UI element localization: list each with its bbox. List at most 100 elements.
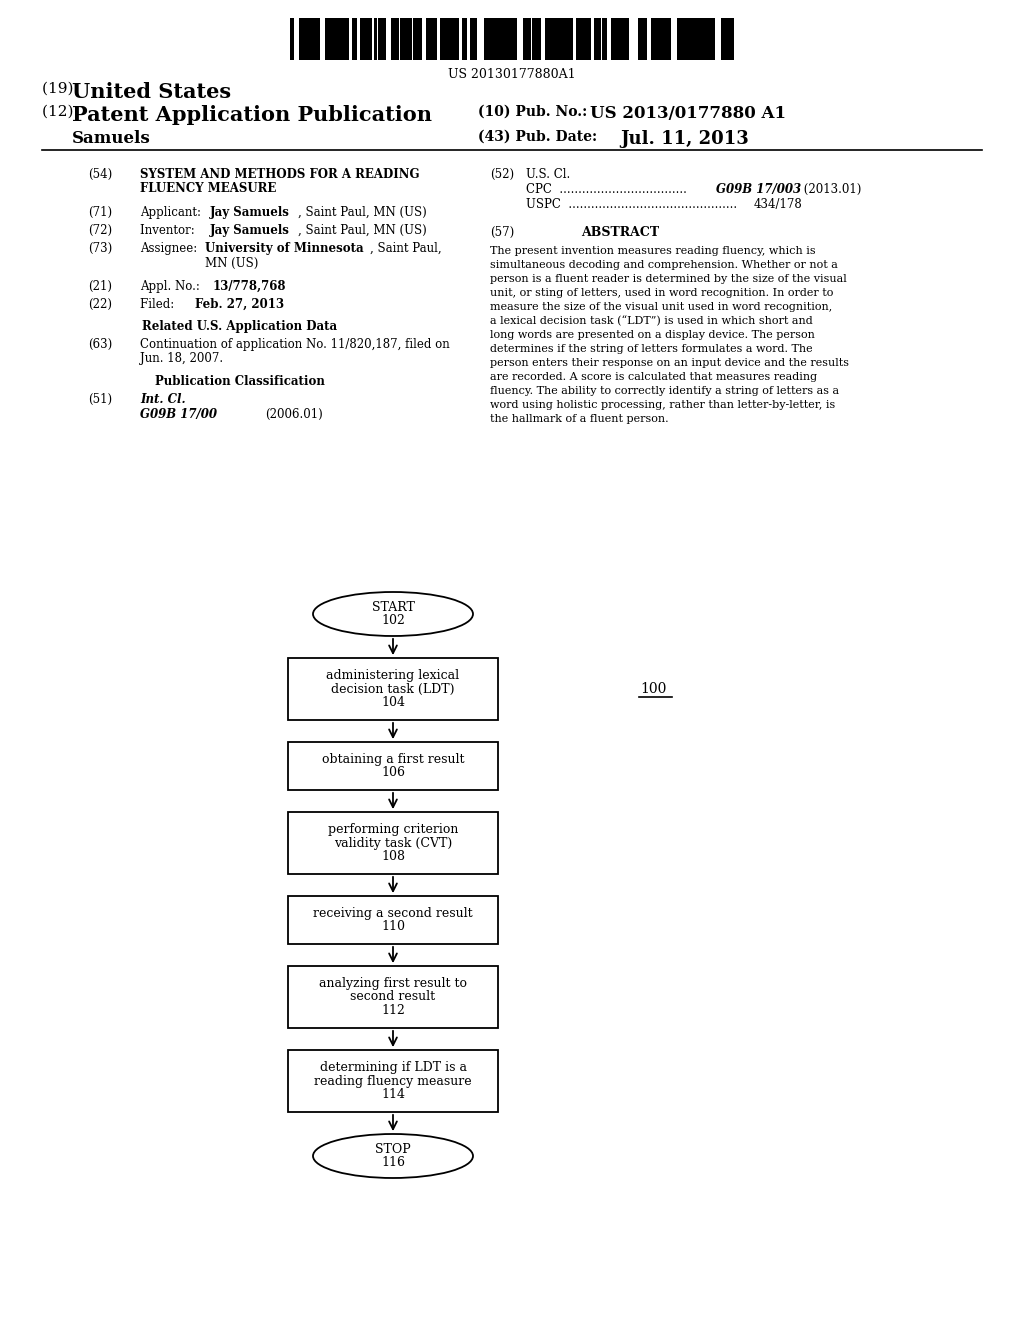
- Text: second result: second result: [350, 990, 435, 1003]
- Text: (19): (19): [42, 82, 79, 96]
- Bar: [510, 18, 517, 59]
- Bar: [288, 812, 498, 874]
- Bar: [365, 18, 372, 59]
- Text: 112: 112: [381, 1003, 404, 1016]
- Bar: [470, 18, 476, 59]
- Bar: [330, 18, 337, 59]
- Bar: [483, 18, 490, 59]
- Text: (22): (22): [88, 298, 112, 312]
- Text: word using holistic processing, rather than letter-by-letter, is: word using holistic processing, rather t…: [490, 400, 836, 411]
- Text: (73): (73): [88, 242, 113, 255]
- Text: 110: 110: [381, 920, 406, 933]
- Text: START: START: [372, 601, 415, 614]
- Text: the hallmark of a fluent person.: the hallmark of a fluent person.: [490, 414, 669, 424]
- Bar: [523, 18, 530, 59]
- Bar: [594, 18, 601, 59]
- Bar: [288, 1049, 498, 1111]
- Text: validity task (CVT): validity task (CVT): [334, 837, 453, 850]
- Text: Patent Application Publication: Patent Application Publication: [72, 106, 432, 125]
- Bar: [651, 18, 657, 59]
- Text: (63): (63): [88, 338, 113, 351]
- Bar: [615, 18, 625, 59]
- Text: STOP: STOP: [375, 1143, 411, 1156]
- Text: reading fluency measure: reading fluency measure: [314, 1074, 472, 1088]
- Text: (57): (57): [490, 226, 514, 239]
- Text: determining if LDT is a: determining if LDT is a: [319, 1061, 467, 1074]
- Bar: [575, 18, 582, 59]
- Text: Jul. 11, 2013: Jul. 11, 2013: [620, 129, 749, 148]
- Text: FLUENCY MEASURE: FLUENCY MEASURE: [140, 182, 276, 195]
- Text: US 2013/0177880 A1: US 2013/0177880 A1: [590, 106, 786, 121]
- Text: Inventor:: Inventor:: [140, 224, 206, 238]
- Text: Publication Classification: Publication Classification: [155, 375, 325, 388]
- Text: determines if the string of letters formulates a word. The: determines if the string of letters form…: [490, 345, 813, 354]
- Bar: [400, 18, 404, 59]
- Text: 104: 104: [381, 696, 406, 709]
- Bar: [550, 18, 558, 59]
- Text: obtaining a first result: obtaining a first result: [322, 752, 464, 766]
- Text: (51): (51): [88, 393, 112, 407]
- Text: Appl. No.:: Appl. No.:: [140, 280, 208, 293]
- Bar: [351, 18, 357, 59]
- Text: , Saint Paul,: , Saint Paul,: [370, 242, 441, 255]
- Bar: [699, 18, 710, 59]
- Text: 102: 102: [381, 614, 404, 627]
- Ellipse shape: [313, 1134, 473, 1177]
- Bar: [288, 896, 498, 944]
- Bar: [721, 18, 726, 59]
- Text: 13/778,768: 13/778,768: [213, 280, 287, 293]
- Bar: [726, 18, 734, 59]
- Bar: [602, 18, 607, 59]
- Text: (52): (52): [490, 168, 514, 181]
- Bar: [545, 18, 553, 59]
- Text: ABSTRACT: ABSTRACT: [581, 226, 659, 239]
- Text: Applicant:: Applicant:: [140, 206, 209, 219]
- Text: fluency. The ability to correctly identify a string of letters as a: fluency. The ability to correctly identi…: [490, 385, 839, 396]
- Text: receiving a second result: receiving a second result: [313, 907, 473, 920]
- Text: University of Minnesota: University of Minnesota: [205, 242, 364, 255]
- Bar: [462, 18, 467, 59]
- Text: , Saint Paul, MN (US): , Saint Paul, MN (US): [298, 224, 427, 238]
- Text: a lexical decision task (“LDT”) is used in which short and: a lexical decision task (“LDT”) is used …: [490, 315, 813, 326]
- Bar: [290, 18, 294, 59]
- Text: simultaneous decoding and comprehension. Whether or not a: simultaneous decoding and comprehension.…: [490, 260, 838, 271]
- Text: person enters their response on an input device and the results: person enters their response on an input…: [490, 358, 849, 368]
- Text: Jun. 18, 2007.: Jun. 18, 2007.: [140, 352, 223, 366]
- Text: The present invention measures reading fluency, which is: The present invention measures reading f…: [490, 246, 816, 256]
- Bar: [431, 18, 437, 59]
- Bar: [391, 18, 398, 59]
- Bar: [558, 18, 567, 59]
- Text: unit, or sting of letters, used in word recognition. In order to: unit, or sting of letters, used in word …: [490, 288, 834, 298]
- Bar: [532, 18, 536, 59]
- Text: Assignee:: Assignee:: [140, 242, 205, 255]
- Ellipse shape: [313, 591, 473, 636]
- Text: USPC  .............................................: USPC ...................................…: [526, 198, 737, 211]
- Text: Jay Samuels: Jay Samuels: [210, 224, 290, 238]
- Bar: [334, 18, 343, 59]
- Bar: [537, 18, 541, 59]
- Bar: [655, 18, 665, 59]
- Text: , Saint Paul, MN (US): , Saint Paul, MN (US): [298, 206, 427, 219]
- Text: (2006.01): (2006.01): [265, 408, 323, 421]
- Text: Continuation of application No. 11/820,187, filed on: Continuation of application No. 11/820,1…: [140, 338, 450, 351]
- Bar: [497, 18, 507, 59]
- Bar: [414, 18, 422, 59]
- Text: 108: 108: [381, 850, 406, 862]
- Text: U.S. Cl.: U.S. Cl.: [526, 168, 570, 181]
- Text: analyzing first result to: analyzing first result to: [319, 978, 467, 990]
- Text: (2013.01): (2013.01): [800, 183, 861, 195]
- Text: US 20130177880A1: US 20130177880A1: [449, 69, 575, 81]
- Bar: [288, 657, 498, 719]
- Text: CPC  ..................................: CPC ..................................: [526, 183, 687, 195]
- Bar: [625, 18, 629, 59]
- Bar: [581, 18, 591, 59]
- Bar: [453, 18, 459, 59]
- Text: 434/178: 434/178: [754, 198, 803, 211]
- Text: administering lexical: administering lexical: [327, 669, 460, 682]
- Bar: [506, 18, 515, 59]
- Text: (21): (21): [88, 280, 112, 293]
- Bar: [664, 18, 672, 59]
- Text: G09B 17/00: G09B 17/00: [140, 408, 217, 421]
- Text: G09B 17/003: G09B 17/003: [716, 183, 801, 195]
- Text: (72): (72): [88, 224, 112, 238]
